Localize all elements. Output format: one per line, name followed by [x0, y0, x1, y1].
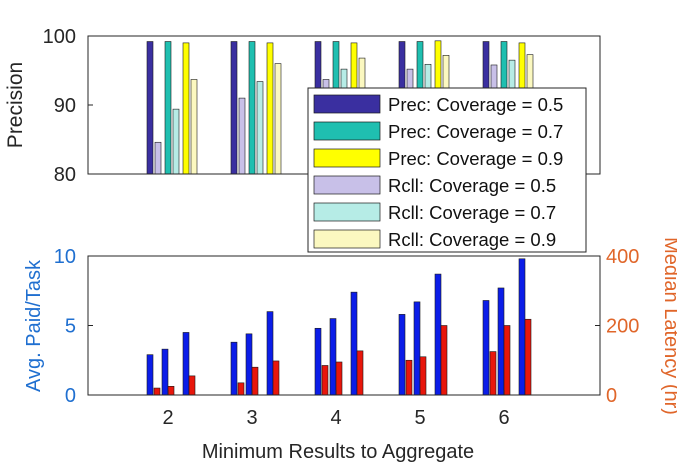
- paid-bar: [161, 348, 169, 396]
- precision-bar: [256, 81, 264, 175]
- legend-label: Rcll: Coverage = 0.9: [388, 229, 556, 250]
- latency-y-ticks: 0 200 400: [595, 246, 639, 407]
- precision-y-tick-label: 90: [54, 95, 76, 117]
- latency-bar: [237, 382, 245, 396]
- latency-bar: [321, 365, 329, 396]
- legend-box: [307, 87, 587, 253]
- paid-bar: [314, 327, 322, 396]
- cost-latency-panel: 0 5 10 0 200 400 2 3 4 5 6 Avg. Paid/Task Median…: [23, 237, 677, 463]
- paid-bar: [518, 258, 526, 396]
- x-axis-label: Minimum Results to Aggregate: [202, 441, 474, 463]
- legend-label: Prec: Coverage = 0.7: [388, 121, 563, 142]
- paid-y-ticks: 0 5 10: [54, 246, 93, 407]
- precision-bar: [266, 42, 274, 175]
- legend-label: Rcll: Coverage = 0.7: [388, 202, 556, 223]
- latency-y-axis-label: Median Latency (hr): [660, 237, 677, 415]
- latency-bar: [167, 386, 175, 396]
- precision-bar: [190, 79, 198, 175]
- latency-bar: [489, 351, 497, 396]
- legend-label: Prec: Coverage = 0.5: [388, 94, 563, 115]
- precision-bar: [172, 108, 180, 175]
- latency-y-tick-label: 0: [606, 385, 617, 407]
- precision-y-axis-label: Precision: [4, 62, 27, 148]
- paid-bar: [146, 354, 154, 396]
- x-tick-label: 4: [330, 407, 341, 429]
- legend-swatch: [313, 148, 381, 168]
- latency-bar: [503, 325, 511, 396]
- latency-y-tick-label: 200: [606, 316, 639, 338]
- x-tick-label: 3: [246, 407, 257, 429]
- paid-bar: [182, 332, 190, 396]
- paid-bar: [245, 333, 253, 396]
- paid-bar: [230, 341, 238, 396]
- paid-bar: [398, 314, 406, 396]
- latency-bar: [251, 366, 259, 396]
- precision-bar: [146, 41, 154, 175]
- legend-swatch: [313, 202, 381, 222]
- latency-bar: [356, 350, 364, 396]
- legend-label: Rcll: Coverage = 0.5: [388, 175, 556, 196]
- paid-bar: [266, 311, 274, 396]
- legend: Prec: Coverage = 0.5 Prec: Coverage = 0.7…: [307, 87, 587, 253]
- latency-bar: [188, 375, 196, 396]
- paid-bar: [434, 273, 442, 396]
- paid-bar: [413, 301, 421, 396]
- latency-bar: [524, 318, 532, 396]
- precision-y-ticks: 80 90 100: [43, 26, 93, 186]
- precision-bar: [230, 41, 238, 175]
- paid-y-tick-label: 5: [65, 316, 76, 338]
- precision-bar: [274, 63, 282, 175]
- paid-bar: [482, 300, 490, 396]
- cost-latency-bars: [146, 258, 532, 396]
- legend-swatch: [313, 175, 381, 195]
- precision-bar: [248, 41, 256, 175]
- latency-bar: [440, 325, 448, 396]
- paid-bar: [350, 291, 358, 396]
- precision-bar: [154, 141, 162, 175]
- paid-y-tick-label: 0: [65, 385, 76, 407]
- paid-bar: [497, 287, 505, 396]
- x-tick-label: 6: [498, 407, 509, 429]
- precision-bar: [238, 97, 246, 175]
- paid-bar: [329, 318, 337, 396]
- x-tick-label: 5: [414, 407, 425, 429]
- latency-y-tick-label: 400: [606, 246, 639, 268]
- precision-y-tick-label: 80: [54, 164, 76, 186]
- legend-swatch: [313, 121, 381, 141]
- legend-swatch: [313, 94, 381, 114]
- latency-bar: [405, 359, 413, 396]
- latency-bar: [153, 387, 161, 396]
- latency-bar: [419, 356, 427, 396]
- precision-y-tick-label: 100: [43, 26, 76, 48]
- legend-label: Prec: Coverage = 0.9: [388, 148, 563, 169]
- latency-bar: [335, 361, 343, 396]
- latency-bar: [272, 360, 280, 396]
- x-tick-label: 2: [162, 407, 173, 429]
- precision-bar: [164, 41, 172, 175]
- paid-y-tick-label: 10: [54, 246, 76, 268]
- paid-y-axis-label: Avg. Paid/Task: [23, 259, 45, 392]
- legend-swatch: [313, 229, 381, 249]
- precision-bar: [182, 42, 190, 175]
- x-ticks: 2 3 4 5 6: [162, 390, 510, 429]
